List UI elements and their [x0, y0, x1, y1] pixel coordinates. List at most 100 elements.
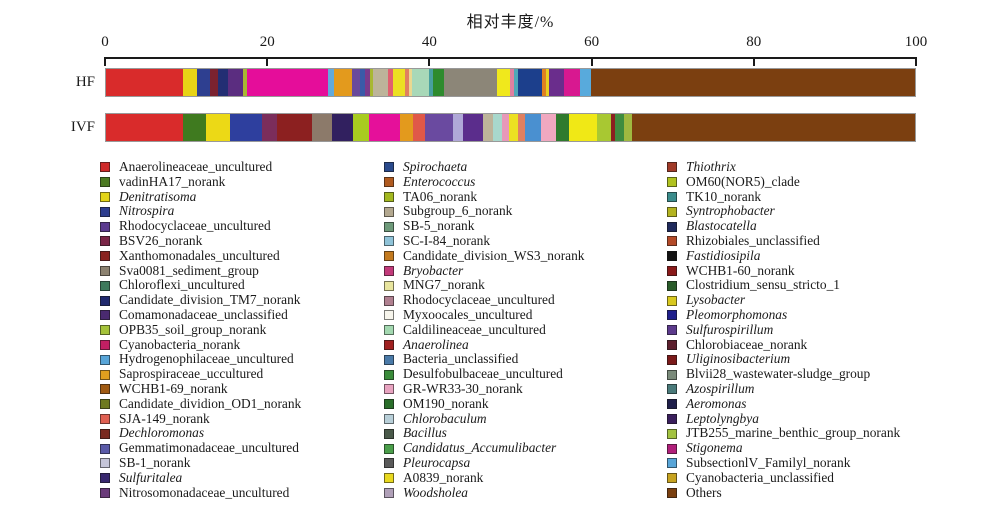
legend-swatch-icon — [384, 177, 394, 188]
legend-item: Subgroup_6_norank — [384, 204, 585, 219]
legend-item: Dechloromonas — [100, 426, 301, 441]
legend-label: Bacteria_unclassified — [403, 351, 519, 367]
bar-label: HF — [75, 74, 95, 90]
legend-swatch-icon — [100, 384, 110, 395]
bar-segment — [246, 69, 328, 96]
bar-segment — [106, 69, 183, 96]
legend-item: Comamonadaceae_unclassified — [100, 307, 301, 323]
legend-item: Woodsholea — [384, 485, 585, 501]
legend-item: Aeromonas — [667, 396, 900, 412]
legend-swatch-icon — [384, 325, 394, 336]
legend-swatch-icon — [384, 280, 394, 291]
legend-swatch-icon — [384, 236, 394, 247]
legend-swatch-icon — [100, 221, 110, 232]
legend-label: Pleurocapsa — [403, 454, 471, 470]
legend-item: GR-WR33-30_norank — [384, 381, 585, 397]
axis-tick-mark — [428, 57, 431, 66]
legend-swatch-icon — [667, 473, 677, 484]
bar-segment — [262, 114, 277, 141]
bar-label: IVF — [70, 119, 95, 135]
legend-label: SB-1_norank — [119, 454, 191, 470]
legend-item: Chlorobiaceae_norank — [667, 337, 900, 353]
legend-swatch-icon — [667, 162, 677, 173]
legend-item: Anaerolinea — [384, 336, 585, 353]
bar-track — [105, 68, 916, 97]
legend-label: Cyanobacteria_unclassified — [686, 469, 834, 485]
bar-segment — [508, 114, 519, 141]
legend-label: Cyanobacteria_norank — [119, 336, 241, 352]
legend-label: BSV26_norank — [119, 232, 203, 248]
legend-label: Dechloromonas — [119, 425, 205, 441]
legend-item: BSV26_norank — [100, 232, 301, 249]
legend-label: Lysobacter — [686, 292, 746, 308]
legend-label: Blvii28_wastewater-sludge_group — [686, 366, 871, 382]
bar-segment — [615, 114, 624, 141]
legend-label: Sva0081_sediment_group — [119, 262, 259, 278]
bar-segment — [182, 69, 197, 96]
legend-item: Nitrospira — [100, 204, 301, 219]
legend-swatch-icon — [667, 384, 677, 395]
legend-item: TA06_norank — [384, 188, 585, 205]
axis-tick-label: 80 — [746, 34, 762, 50]
legend-label: Nitrospira — [119, 203, 175, 219]
legend-label: JTB255_marine_benthic_group_norank — [686, 425, 901, 441]
bar-segment — [409, 69, 413, 96]
legend-item: TK10_norank — [667, 189, 900, 205]
axis-tick-label: 40 — [421, 34, 437, 50]
legend-label: TA06_norank — [403, 188, 478, 204]
bar-segment — [388, 69, 394, 96]
bar-segment — [312, 114, 333, 141]
bar-segment — [229, 114, 263, 141]
bar-segment — [545, 69, 550, 96]
axis-tick-label: 100 — [904, 34, 928, 50]
legend-swatch-icon — [384, 428, 394, 439]
legend-label: Myxoocales_uncultured — [403, 306, 533, 322]
bar-segment — [631, 114, 915, 141]
legend-item: Candidate_division_WS3_norank — [384, 248, 585, 264]
bar-segment — [462, 114, 483, 141]
legend-swatch-icon — [667, 295, 677, 306]
legend-item: WCHB1-69_norank — [100, 380, 301, 397]
legend-swatch-icon — [384, 310, 394, 321]
legend-swatch-icon — [100, 265, 110, 276]
legend-item: vadinHA17_norank — [100, 173, 301, 190]
legend-swatch-icon — [384, 399, 394, 410]
legend-item: Candidate_dividion_OD1_norank — [100, 396, 301, 412]
legend-label: Caldilineaceae_uncultured — [403, 321, 546, 337]
legend-item: Lysobacter — [667, 292, 900, 308]
legend-label: Xanthomonadales_uncultured — [119, 247, 280, 263]
legend-label: WCHB1-69_norank — [119, 380, 228, 396]
legend-swatch-icon — [667, 458, 677, 469]
legend-label: Anaerolinea — [403, 336, 469, 352]
legend-label: SB-5_norank — [403, 218, 475, 234]
bar-segment — [368, 114, 400, 141]
legend-label: Rhizobiales_unclassified — [686, 232, 820, 248]
legend-item: Myxoocales_uncultured — [384, 306, 585, 323]
bar-segment — [549, 69, 565, 96]
legend-swatch-icon — [384, 413, 394, 424]
legend-label: Spirochaeta — [403, 159, 468, 174]
legend-label: Pleomorphomonas — [686, 306, 788, 322]
legend-swatch-icon — [100, 339, 110, 350]
legend-item: Rhizobiales_unclassified — [667, 232, 900, 249]
legend-label: vadinHA17_norank — [119, 173, 226, 189]
bar-segment — [623, 114, 632, 141]
legend-item: Denitratisoma — [100, 189, 301, 205]
legend-item: Uliginosibacterium — [667, 352, 900, 367]
legend-item: SC-I-84_norank — [384, 233, 585, 249]
legend-swatch-icon — [667, 177, 677, 188]
legend-swatch-icon — [384, 384, 394, 395]
bar-segment — [541, 114, 556, 141]
legend-swatch-icon — [100, 354, 110, 365]
legend-item: Chlorobaculum — [384, 411, 585, 427]
bar-segment — [412, 69, 430, 96]
legend-label: Rhodocyclaceae_uncultured — [119, 218, 271, 234]
bar-segment — [541, 69, 546, 96]
legend-label: MNG7_norank — [403, 277, 485, 293]
legend-swatch-icon — [100, 162, 110, 173]
legend-item: JTB255_marine_benthic_group_norank — [667, 426, 900, 441]
bar-segment — [399, 114, 413, 141]
bar-segment — [591, 69, 915, 96]
axis-tick-label: 0 — [101, 34, 109, 50]
bar-segment — [182, 114, 207, 141]
